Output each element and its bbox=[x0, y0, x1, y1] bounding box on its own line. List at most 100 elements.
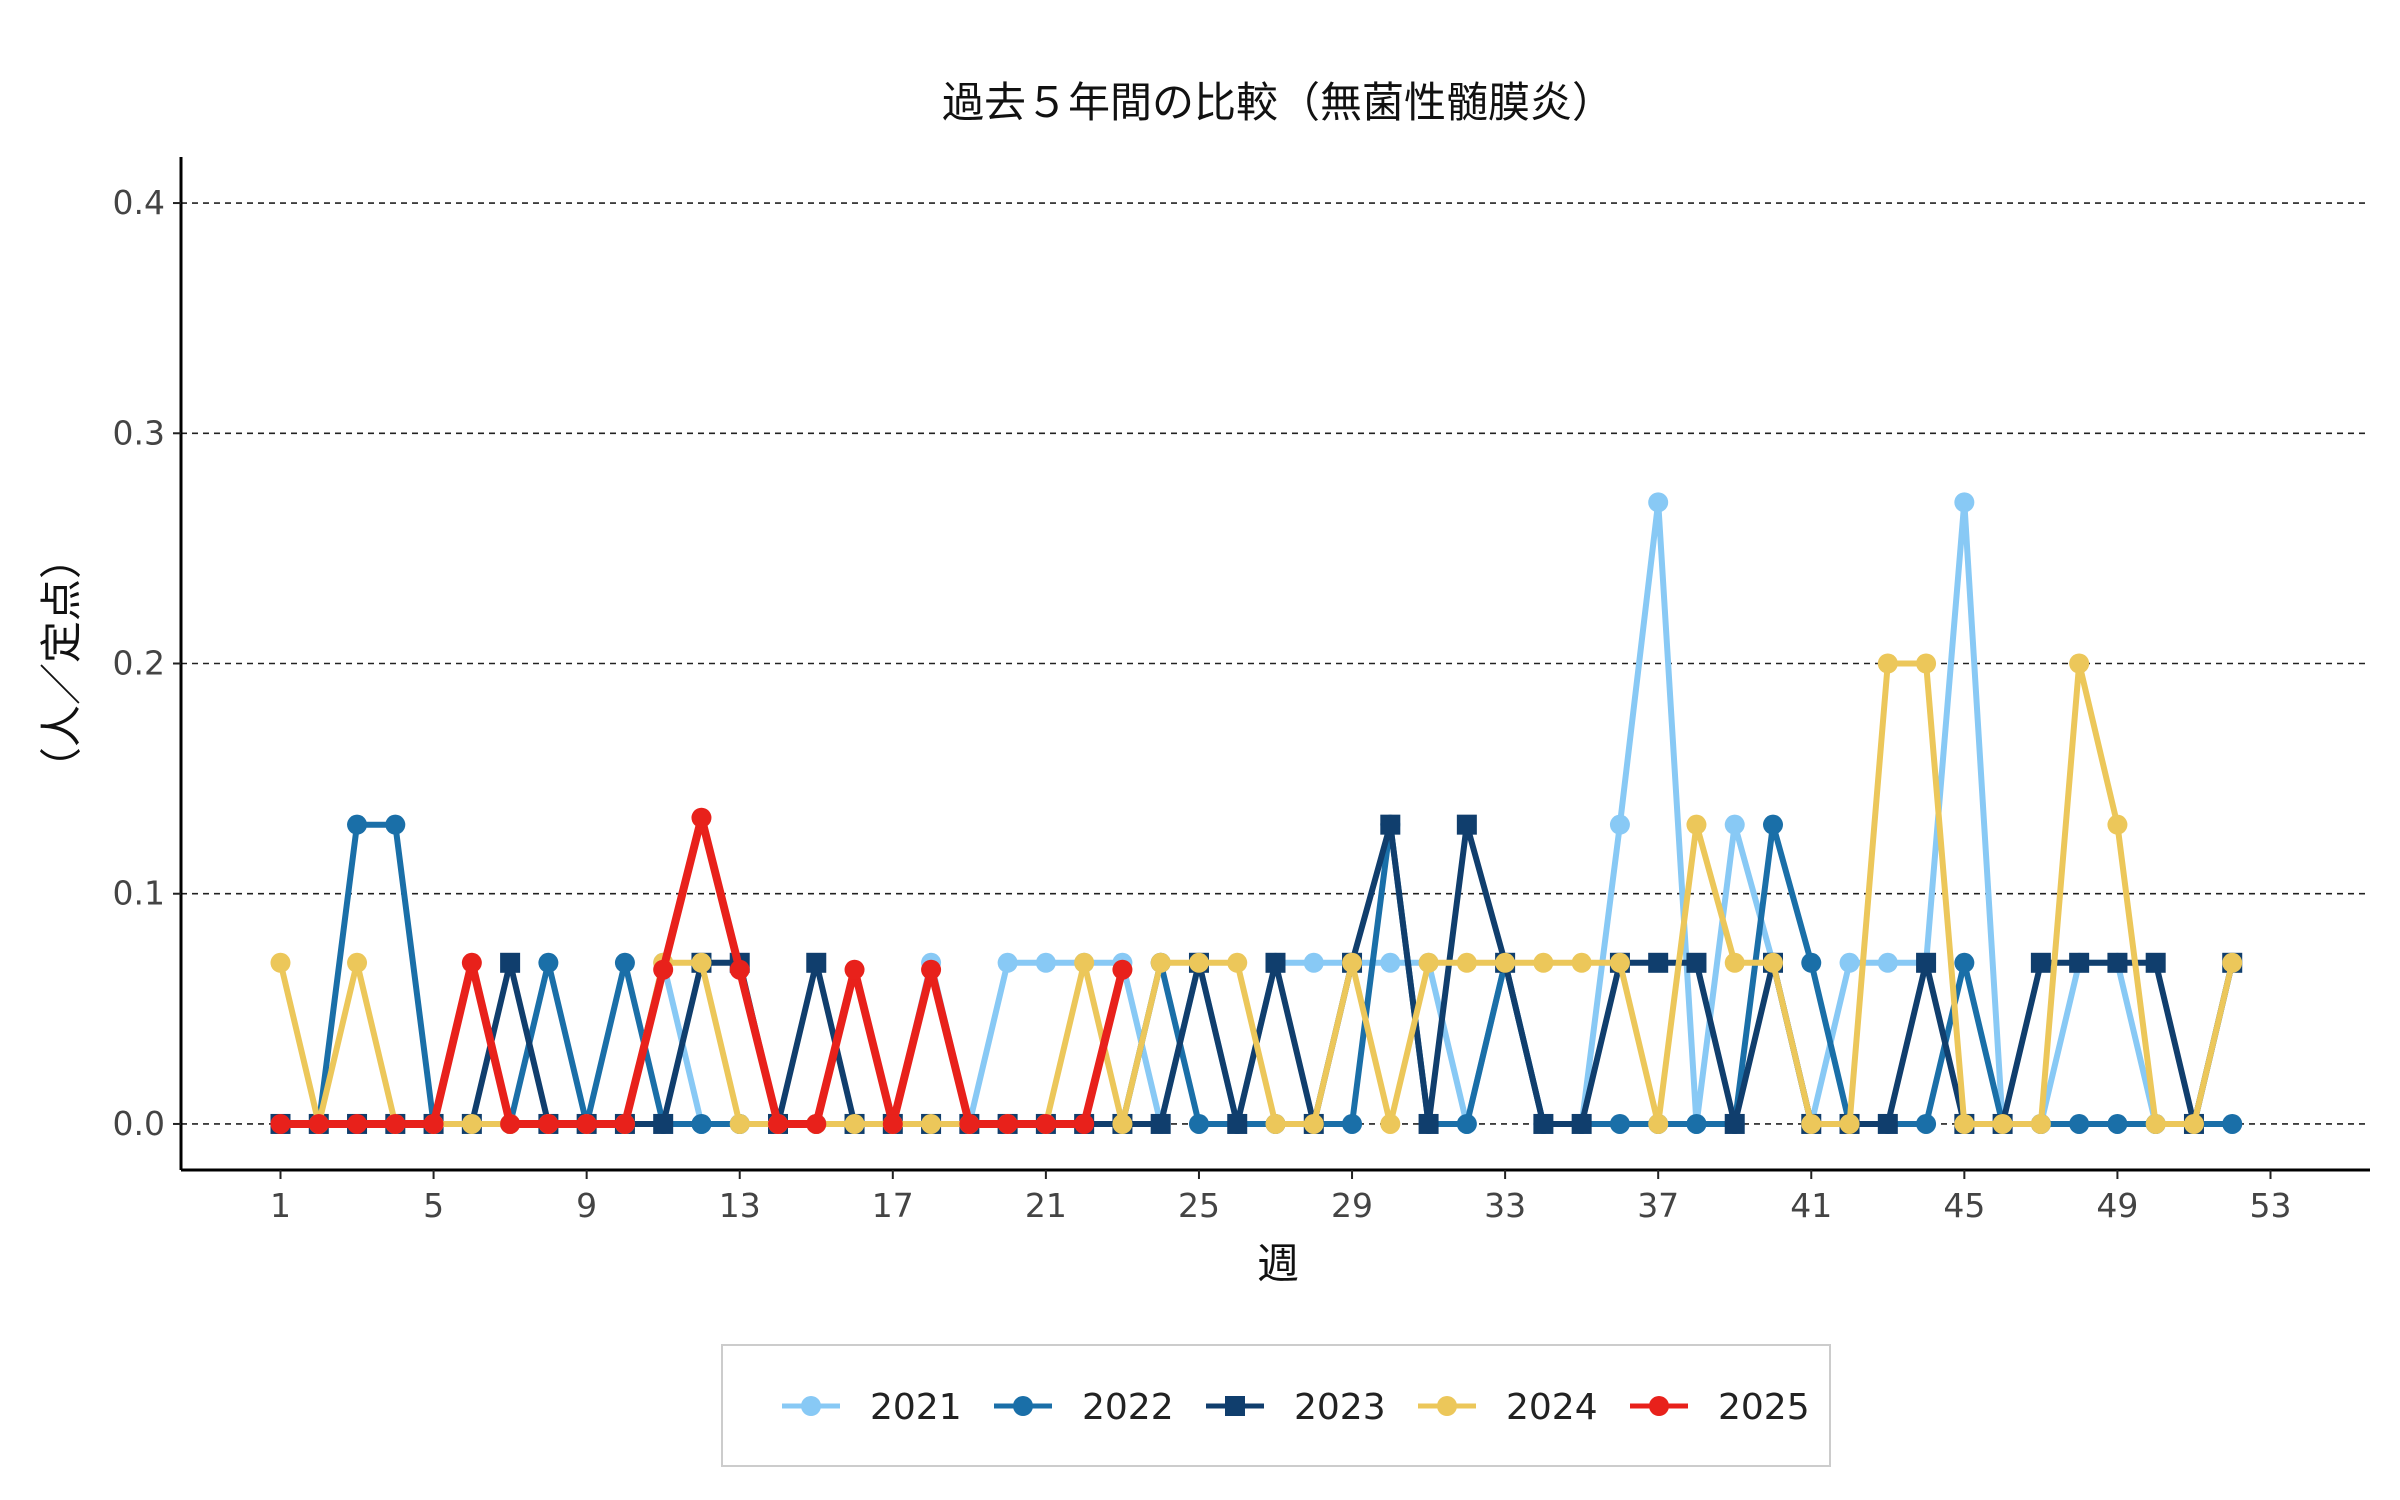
data-point bbox=[2069, 653, 2090, 674]
data-point bbox=[2030, 1113, 2051, 1134]
legend-swatch-marker bbox=[1013, 1396, 1033, 1416]
data-point bbox=[500, 952, 521, 973]
data-point bbox=[2222, 952, 2243, 973]
data-point bbox=[270, 952, 291, 973]
data-point bbox=[1112, 959, 1133, 980]
x-tick-label: 53 bbox=[2250, 1186, 2292, 1225]
data-point bbox=[1877, 1113, 1898, 1134]
data-point bbox=[959, 1113, 980, 1134]
data-point bbox=[1686, 952, 1707, 973]
x-tick-label: 49 bbox=[2096, 1186, 2138, 1225]
data-point bbox=[921, 959, 942, 980]
legend-swatch-marker bbox=[1437, 1396, 1457, 1416]
data-point bbox=[653, 959, 674, 980]
data-point bbox=[921, 1113, 942, 1134]
series-layer bbox=[270, 492, 2243, 1134]
data-point bbox=[385, 1113, 406, 1134]
y-tick-label: 0.1 bbox=[113, 874, 165, 913]
legend: 2021 2022 2023 2024 2025 bbox=[721, 1344, 1831, 1467]
data-point bbox=[1954, 492, 1975, 513]
y-axis-label: （人／定点） bbox=[37, 537, 86, 789]
data-point bbox=[1380, 814, 1401, 835]
data-point bbox=[538, 1113, 559, 1134]
data-point bbox=[806, 952, 827, 973]
data-point bbox=[1150, 952, 1171, 973]
data-point bbox=[653, 1113, 674, 1134]
chart-title: 過去５年間の比較（無菌性髄膜炎） bbox=[942, 78, 1614, 127]
data-point bbox=[1916, 952, 1937, 973]
data-point bbox=[2107, 1113, 2128, 1134]
legend-label: 2025 bbox=[1718, 1387, 1810, 1428]
data-point bbox=[1074, 1113, 1095, 1134]
data-point bbox=[1839, 1113, 1860, 1134]
tick-labels: 0.0 0.1 0.2 0.3 0.4 1 5 9 13 17 21 25 29 33 37 41 45 49 53 bbox=[113, 183, 2292, 1225]
x-tick-label: 33 bbox=[1484, 1186, 1526, 1225]
x-tick-label: 41 bbox=[1790, 1186, 1832, 1225]
y-tick-label: 0.2 bbox=[113, 644, 165, 683]
data-point bbox=[1303, 952, 1324, 973]
data-point bbox=[1648, 1113, 1669, 1134]
grid-lines bbox=[181, 202, 2370, 1125]
data-point bbox=[1954, 952, 1975, 973]
x-tick-label: 29 bbox=[1331, 1186, 1373, 1225]
data-point bbox=[1533, 1113, 1554, 1134]
x-axis-label: 週 bbox=[1257, 1239, 1299, 1288]
x-tick-label: 45 bbox=[1943, 1186, 1985, 1225]
x-tick-label: 13 bbox=[719, 1186, 761, 1225]
data-point bbox=[1763, 814, 1783, 835]
x-tick-label: 37 bbox=[1637, 1186, 1679, 1225]
data-point bbox=[1495, 952, 1516, 973]
data-point bbox=[538, 952, 559, 973]
data-point bbox=[768, 1113, 788, 1134]
data-point bbox=[461, 1113, 482, 1134]
data-point bbox=[844, 959, 865, 980]
data-point bbox=[1801, 952, 1822, 973]
data-point bbox=[806, 1113, 827, 1134]
data-point bbox=[1801, 1113, 1822, 1134]
data-point bbox=[1035, 952, 1056, 973]
data-point bbox=[882, 1113, 903, 1134]
y-tick-label: 0.4 bbox=[113, 183, 165, 222]
data-point bbox=[2030, 952, 2051, 973]
data-point bbox=[1609, 952, 1630, 973]
data-point bbox=[2069, 1113, 2090, 1134]
data-point bbox=[1609, 1113, 1630, 1134]
data-point bbox=[1418, 952, 1439, 973]
data-point bbox=[1571, 1113, 1592, 1134]
data-point bbox=[385, 814, 406, 835]
data-point bbox=[500, 1113, 521, 1134]
data-point bbox=[614, 952, 635, 973]
legend-item-2022: 2022 bbox=[994, 1387, 1174, 1428]
legend-label: 2022 bbox=[1082, 1387, 1174, 1428]
y-tick-label: 0.0 bbox=[113, 1104, 165, 1143]
data-point bbox=[844, 1113, 865, 1134]
data-point bbox=[1648, 492, 1669, 513]
data-point bbox=[1150, 1113, 1171, 1134]
legend-item-2023: 2023 bbox=[1206, 1387, 1386, 1428]
x-tick-label: 25 bbox=[1178, 1186, 1220, 1225]
series-2022 bbox=[270, 814, 2243, 1134]
data-point bbox=[1724, 814, 1745, 835]
data-point bbox=[729, 959, 750, 980]
data-point bbox=[2183, 1113, 2204, 1134]
data-point bbox=[423, 1113, 444, 1134]
legend-item-2024: 2024 bbox=[1418, 1387, 1598, 1428]
data-point bbox=[691, 1113, 712, 1134]
data-point bbox=[1227, 1113, 1248, 1134]
data-point bbox=[1342, 1113, 1363, 1134]
data-point bbox=[270, 1113, 291, 1134]
legend-swatch-marker bbox=[801, 1396, 821, 1416]
data-point bbox=[2107, 952, 2128, 973]
data-point bbox=[1533, 952, 1554, 973]
series-2025 bbox=[270, 807, 1133, 1134]
data-point bbox=[1877, 952, 1898, 973]
legend-item-2025: 2025 bbox=[1630, 1387, 1810, 1428]
data-point bbox=[729, 1113, 750, 1134]
x-tick-label: 17 bbox=[872, 1186, 914, 1225]
data-point bbox=[1648, 952, 1669, 973]
data-point bbox=[2145, 1113, 2166, 1134]
data-point bbox=[1188, 952, 1209, 973]
series-line-2022 bbox=[277, 821, 2236, 1127]
data-point bbox=[347, 814, 368, 835]
data-point bbox=[347, 1113, 368, 1134]
